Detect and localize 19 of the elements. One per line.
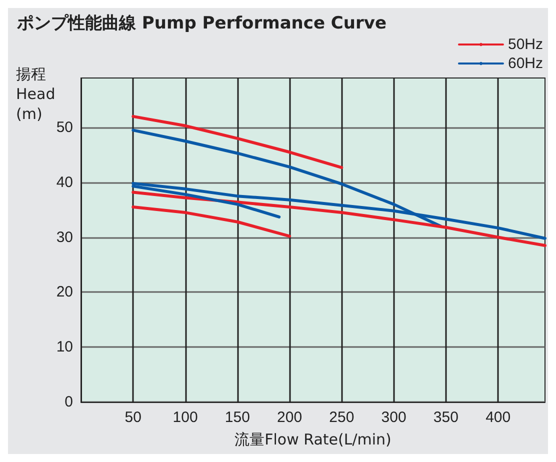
x-axis-title: 流量Flow Rate(L/min)	[234, 430, 392, 448]
legend-label: 60Hz	[508, 55, 544, 72]
x-tick-label: 200	[277, 409, 302, 426]
y-tick-label: 20	[56, 284, 73, 301]
chart-title: ポンプ性能曲線 Pump Performance Curve	[16, 14, 387, 34]
y-tick-label: 30	[56, 228, 73, 246]
x-tick-label: 300	[381, 409, 406, 426]
y-tick-label: 40	[56, 174, 73, 191]
y-tick-label: 50	[56, 118, 73, 136]
y-axis-title: 揚程 Head (m)	[16, 65, 56, 123]
x-tick-label: 350	[433, 409, 458, 426]
x-tick-label: 50	[124, 409, 142, 426]
x-tick-label: 250	[329, 409, 354, 426]
legend-label: 50Hz	[508, 36, 544, 53]
y-tick-label: 10	[56, 338, 73, 356]
x-tick-label: 400	[486, 409, 511, 426]
y-tick-label: 0	[64, 394, 73, 410]
x-tick-label: 150	[224, 409, 250, 426]
x-tick-label: 100	[172, 409, 198, 426]
